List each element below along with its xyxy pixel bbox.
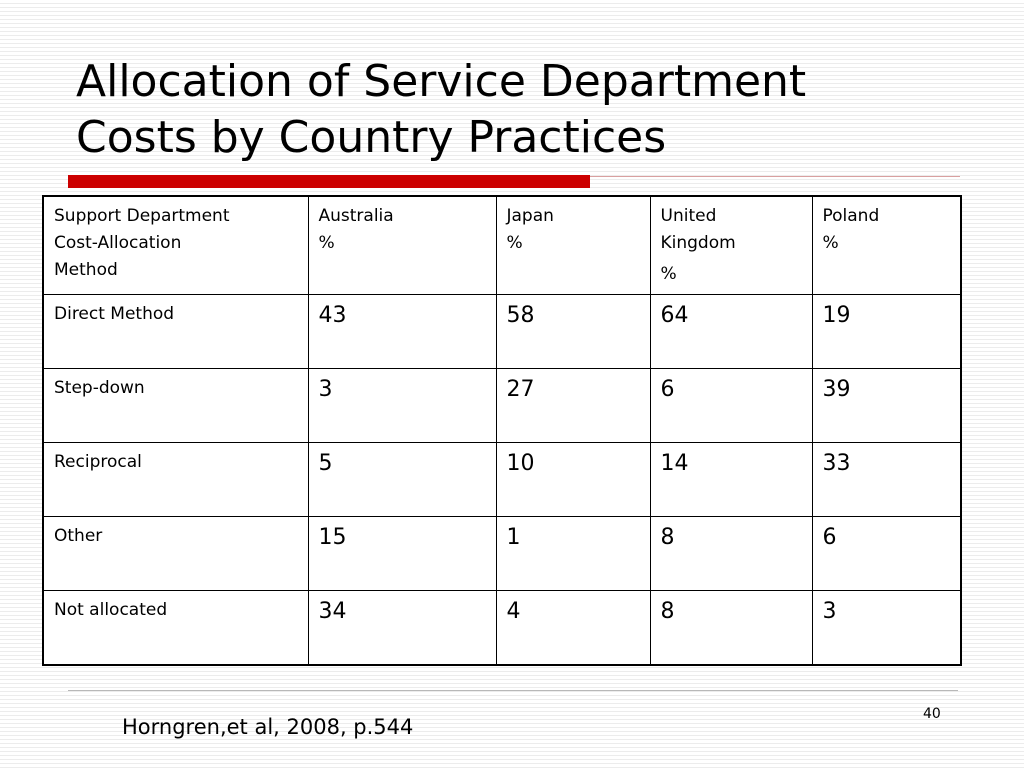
cell-japan-value: 58 xyxy=(495,294,651,369)
header-unit-label: % xyxy=(822,233,839,253)
header-unit-label: % xyxy=(506,233,523,253)
header-method-line-1: Support Department xyxy=(54,206,230,226)
cell-united-kingdom-value: 14 xyxy=(649,442,813,517)
header-cell-poland: Poland % xyxy=(811,195,962,295)
cell-united-kingdom-value: 6 xyxy=(649,368,813,443)
slide-title-line-1: Allocation of Service Department xyxy=(76,56,807,107)
cell-united-kingdom-value: 64 xyxy=(649,294,813,369)
table-row-not-allocated: Not allocated 34 4 8 3 xyxy=(42,590,962,666)
cell-australia-value: 34 xyxy=(307,590,497,666)
cell-poland-value: 6 xyxy=(811,516,962,591)
header-cell-japan: Japan % xyxy=(495,195,651,295)
cell-japan-value: 27 xyxy=(495,368,651,443)
row-method-label: Direct Method xyxy=(42,294,309,369)
cell-japan-value: 10 xyxy=(495,442,651,517)
cell-japan-value: 1 xyxy=(495,516,651,591)
table-row-other: Other 15 1 8 6 xyxy=(42,516,962,591)
cell-australia-value: 15 xyxy=(307,516,497,591)
header-method-line-2: Cost-Allocation xyxy=(54,233,182,253)
cell-united-kingdom-value: 8 xyxy=(649,516,813,591)
cell-poland-value: 39 xyxy=(811,368,962,443)
allocation-methods-table: Support Department Cost-Allocation Metho… xyxy=(42,195,962,666)
cell-japan-value: 4 xyxy=(495,590,651,666)
header-method-line-3: Method xyxy=(54,260,118,280)
header-country-name: Poland xyxy=(822,206,880,226)
header-country-name: Australia xyxy=(318,206,394,226)
header-country-name: Japan xyxy=(506,206,554,226)
title-underline-rule xyxy=(590,176,960,177)
footer-divider xyxy=(68,690,958,691)
header-unit-label: % xyxy=(318,233,335,253)
slide-number: 40 xyxy=(923,706,941,722)
cell-poland-value: 19 xyxy=(811,294,962,369)
title-underline-accent xyxy=(68,175,590,188)
cell-poland-value: 3 xyxy=(811,590,962,666)
cell-united-kingdom-value: 8 xyxy=(649,590,813,666)
header-cell-method: Support Department Cost-Allocation Metho… xyxy=(42,195,309,295)
slide-title-line-2: Costs by Country Practices xyxy=(76,112,667,163)
table-row-step-down: Step-down 3 27 6 39 xyxy=(42,368,962,443)
cell-australia-value: 5 xyxy=(307,442,497,517)
row-method-label: Step-down xyxy=(42,368,309,443)
row-method-label: Reciprocal xyxy=(42,442,309,517)
table-row-direct-method: Direct Method 43 58 64 19 xyxy=(42,294,962,369)
table-header-row: Support Department Cost-Allocation Metho… xyxy=(42,195,962,295)
source-citation: Horngren,et al, 2008, p.544 xyxy=(122,715,414,739)
cell-australia-value: 3 xyxy=(307,368,497,443)
row-method-label: Other xyxy=(42,516,309,591)
header-cell-australia: Australia % xyxy=(307,195,497,295)
header-unit-label: % xyxy=(660,264,677,284)
slide-title: Allocation of Service Department Costs b… xyxy=(76,54,976,166)
row-method-label: Not allocated xyxy=(42,590,309,666)
header-cell-united-kingdom: United Kingdom % xyxy=(649,195,813,295)
table-row-reciprocal: Reciprocal 5 10 14 33 xyxy=(42,442,962,517)
cell-poland-value: 33 xyxy=(811,442,962,517)
header-country-name-line-1: United xyxy=(660,206,717,226)
cell-australia-value: 43 xyxy=(307,294,497,369)
header-country-name-line-2: Kingdom xyxy=(660,233,736,253)
